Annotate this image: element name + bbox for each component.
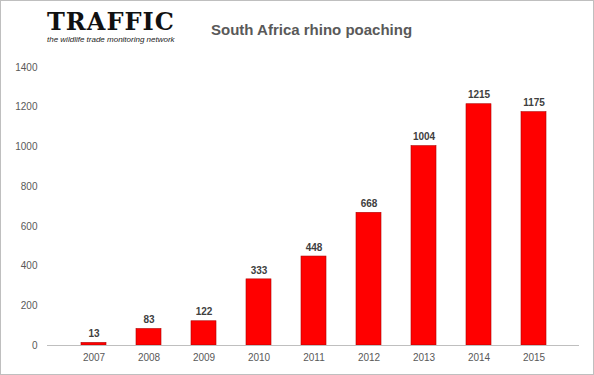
html-text:the wildlife trade monitoring: the wildlife trade monitoring network [47, 35, 175, 44]
html-text:South Africa rhino poaching: South Africa rhino poaching [211, 21, 413, 38]
svg-text:2010: 2010 [248, 352, 271, 363]
svg-text:1215: 1215 [468, 89, 491, 100]
svg-text:2015: 2015 [523, 352, 546, 363]
svg-text:1400: 1400 [15, 62, 38, 73]
svg-text:13: 13 [88, 328, 100, 339]
svg-text:333: 333 [251, 265, 268, 276]
svg-text:600: 600 [21, 221, 38, 232]
html-text:TRAFFIC: TRAFFIC [47, 7, 175, 36]
svg-text:668: 668 [361, 198, 378, 209]
svg-text:2008: 2008 [138, 352, 161, 363]
svg-text:1004: 1004 [413, 131, 436, 142]
svg-text:0: 0 [32, 340, 38, 351]
svg-text:2014: 2014 [468, 352, 491, 363]
svg-text:2012: 2012 [358, 352, 381, 363]
svg-text:83: 83 [143, 314, 155, 325]
svg-text:800: 800 [21, 181, 38, 192]
svg-text:1200: 1200 [15, 101, 38, 112]
svg-text:400: 400 [21, 260, 38, 271]
svg-text:2013: 2013 [413, 352, 436, 363]
svg-text:2007: 2007 [83, 352, 106, 363]
svg-text:2009: 2009 [193, 352, 216, 363]
svg-text:2011: 2011 [303, 352, 325, 363]
svg-text:448: 448 [306, 242, 323, 253]
svg-text:1175: 1175 [523, 97, 545, 108]
svg-text:1000: 1000 [15, 141, 38, 152]
svg-text:200: 200 [21, 300, 38, 311]
svg-text:122: 122 [196, 306, 213, 317]
